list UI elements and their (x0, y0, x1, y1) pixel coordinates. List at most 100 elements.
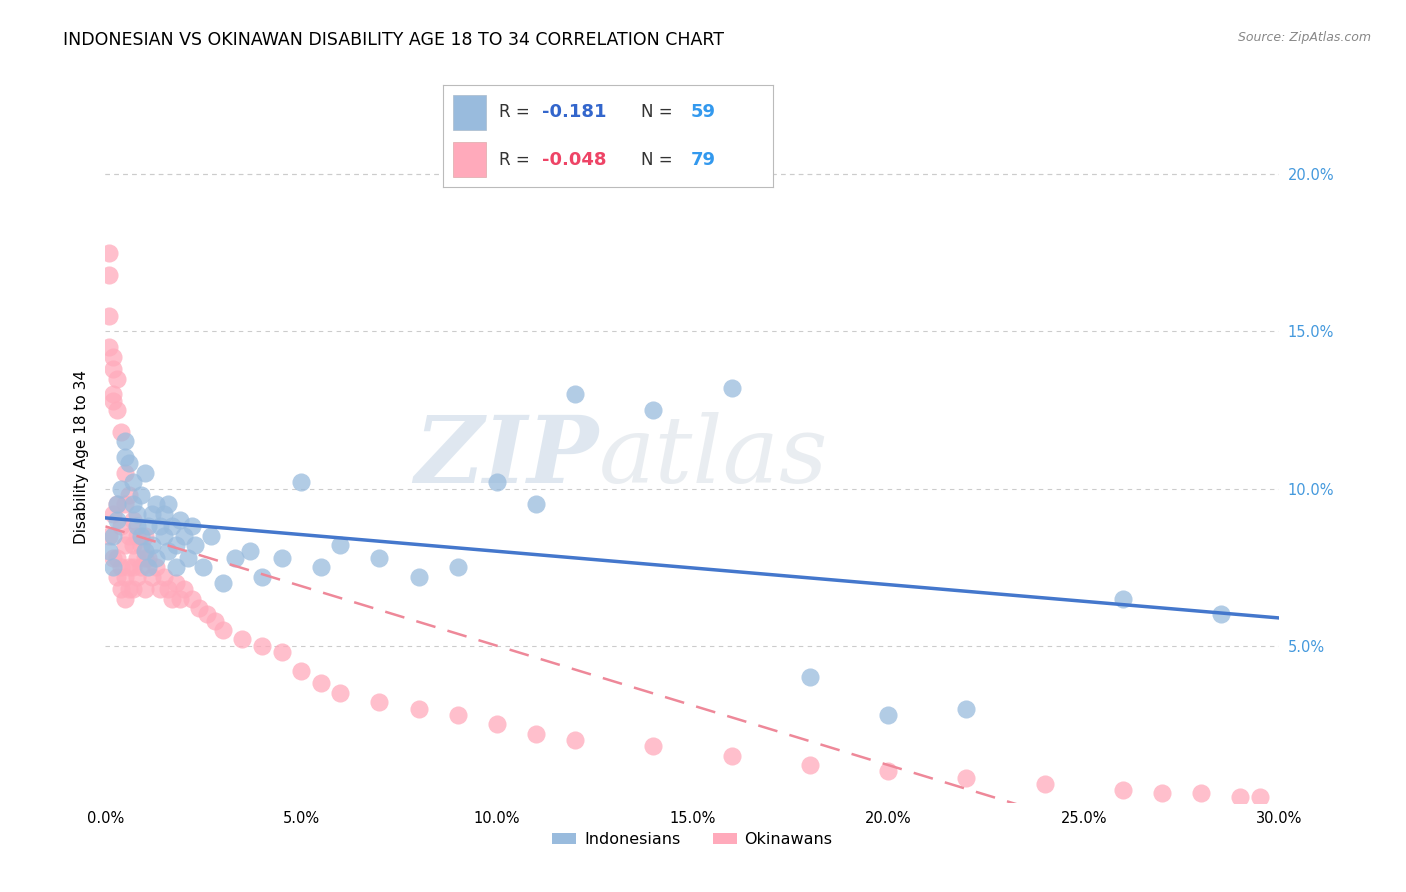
Point (157, 544, 180, 558)
Point (105, 569, 128, 583)
Point (118, 488, 141, 502)
Point (98, 309, 121, 323)
Point (309, 560, 332, 574)
Point (1249, 789, 1271, 804)
Point (877, 707, 900, 722)
Point (955, 771, 977, 785)
Point (309, 676, 332, 690)
Point (129, 560, 152, 574)
Point (165, 575, 187, 590)
Point (211, 623, 233, 637)
Point (125, 529, 148, 543)
Point (157, 497, 180, 511)
Text: 59: 59 (690, 103, 716, 121)
Point (169, 591, 191, 606)
Point (643, 739, 665, 754)
Point (118, 582, 141, 596)
Point (290, 475, 312, 490)
Point (114, 450, 136, 464)
Point (1033, 777, 1056, 791)
Point (110, 425, 132, 439)
Point (121, 538, 143, 552)
Point (110, 560, 132, 574)
Point (270, 550, 292, 565)
Point (250, 569, 273, 583)
Point (138, 560, 160, 574)
Point (157, 582, 180, 596)
Point (153, 529, 176, 543)
Bar (453, 95, 486, 130)
Point (149, 519, 172, 533)
Point (141, 507, 163, 521)
Point (173, 582, 195, 596)
Point (134, 550, 156, 565)
Point (485, 717, 508, 731)
Point (138, 550, 160, 565)
Point (1152, 786, 1174, 800)
Point (200, 529, 222, 543)
Point (118, 457, 141, 471)
Point (103, 560, 125, 574)
Point (125, 550, 148, 565)
Point (564, 387, 586, 401)
Point (114, 569, 136, 583)
Point (184, 538, 207, 552)
Point (1229, 789, 1251, 804)
Point (129, 529, 152, 543)
Point (121, 497, 143, 511)
Point (955, 701, 977, 715)
Text: N =: N = (641, 103, 672, 121)
Point (524, 497, 547, 511)
Text: Source: ZipAtlas.com: Source: ZipAtlas.com (1237, 31, 1371, 45)
Point (195, 607, 218, 622)
Point (270, 645, 292, 659)
Point (408, 701, 430, 715)
Point (169, 513, 191, 527)
Point (129, 538, 152, 552)
Point (447, 707, 470, 722)
Point (114, 497, 136, 511)
Point (1209, 607, 1232, 622)
Bar (453, 142, 486, 177)
Point (114, 434, 136, 449)
Point (180, 519, 202, 533)
Point (145, 560, 167, 574)
Point (290, 664, 312, 678)
Point (145, 550, 167, 565)
Point (105, 497, 128, 511)
Point (160, 519, 183, 533)
Point (485, 475, 508, 490)
Point (1112, 591, 1135, 606)
Point (524, 726, 547, 740)
Point (193, 560, 215, 574)
Point (103, 362, 125, 376)
Point (121, 560, 143, 574)
Text: 79: 79 (690, 151, 716, 169)
Point (125, 519, 148, 533)
Point (105, 550, 128, 565)
Point (643, 403, 665, 417)
Point (114, 591, 136, 606)
Point (121, 475, 143, 490)
Point (98, 246, 121, 260)
Point (329, 686, 352, 700)
Point (799, 670, 821, 684)
Point (103, 350, 125, 364)
Point (720, 748, 742, 763)
Point (141, 569, 163, 583)
Point (114, 538, 136, 552)
Text: R =: R = (499, 103, 530, 121)
Point (118, 529, 141, 543)
Point (1189, 786, 1212, 800)
Point (98, 529, 121, 543)
Text: ZIP: ZIP (415, 412, 599, 502)
Point (173, 529, 195, 543)
Point (103, 393, 125, 408)
Point (125, 507, 148, 521)
Point (239, 544, 262, 558)
Point (368, 550, 391, 565)
Point (103, 387, 125, 401)
Text: INDONESIAN VS OKINAWAN DISABILITY AGE 18 TO 34 CORRELATION CHART: INDONESIAN VS OKINAWAN DISABILITY AGE 18… (63, 31, 724, 49)
Point (1112, 783, 1135, 797)
Point (160, 591, 183, 606)
